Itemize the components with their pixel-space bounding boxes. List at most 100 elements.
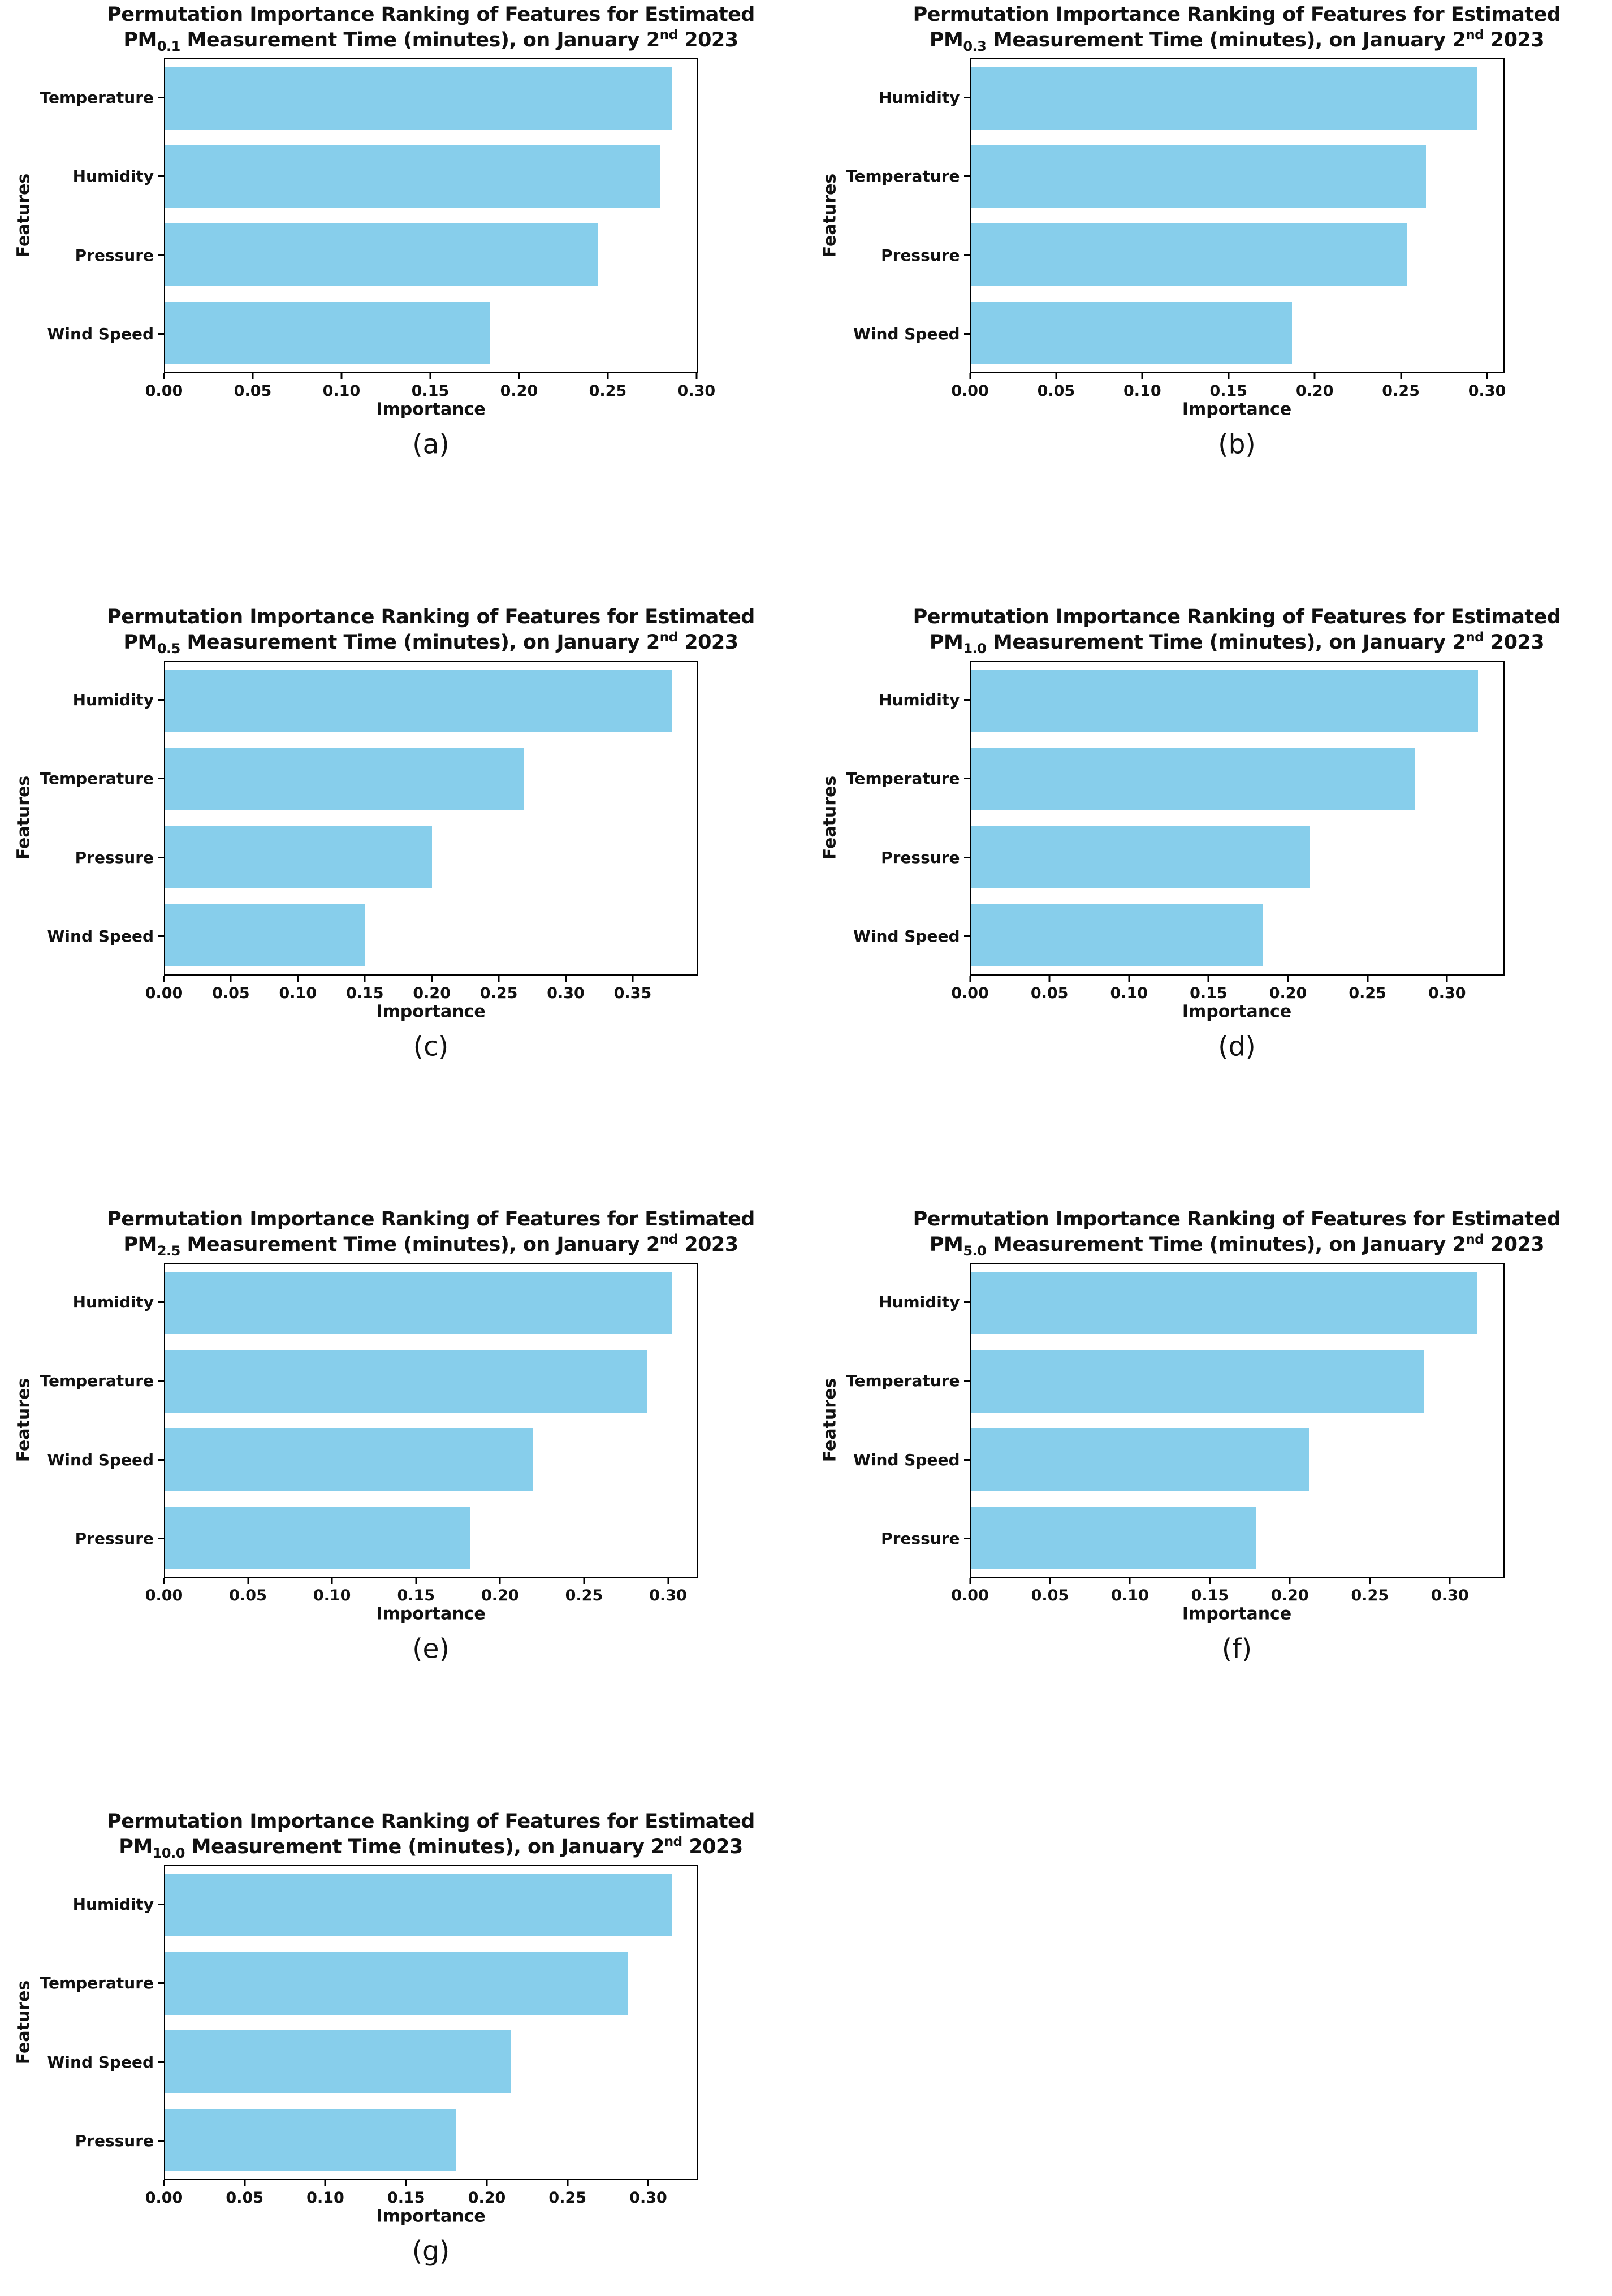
x-tick-mark <box>667 1578 669 1584</box>
y-tick-label: Wind Speed <box>47 2052 154 2071</box>
bar-band <box>165 1944 697 2022</box>
bar-band <box>971 1342 1503 1420</box>
importance-bar <box>971 145 1426 208</box>
x-tick-mark <box>486 2180 488 2186</box>
x-tick-mark <box>247 1578 249 1584</box>
importance-bar <box>165 904 365 967</box>
x-tick-mark <box>1129 1578 1131 1584</box>
x-tick-label: 0.30 <box>1468 382 1506 400</box>
chart-panel: Permutation Importance Ranking of Featur… <box>806 1205 1612 1807</box>
plot-area <box>970 661 1505 976</box>
y-tick-mark <box>158 175 164 178</box>
x-tick-mark <box>415 1578 417 1584</box>
subplot-caption: (f) <box>1221 1633 1252 1665</box>
y-tick-row: Pressure <box>806 1499 970 1578</box>
pm-subscript: 10.0 <box>152 1845 185 1861</box>
title-year: 2023 <box>1484 1233 1545 1256</box>
y-tick-mark <box>963 1301 970 1304</box>
x-tick-label: 0.15 <box>411 382 450 400</box>
x-tick-label: 0.10 <box>1123 382 1161 400</box>
y-tick-label: Humidity <box>72 167 154 186</box>
importance-bar <box>165 1350 647 1413</box>
y-tick-label: Humidity <box>879 1293 960 1312</box>
plot-area <box>164 1263 698 1578</box>
bar-band <box>165 137 697 215</box>
bar-band <box>165 662 697 740</box>
y-tick-label: Temperature <box>846 769 960 788</box>
x-tick-label: 0.10 <box>1111 1587 1149 1604</box>
chart-panel: Permutation Importance Ranking of Featur… <box>0 602 806 1205</box>
x-tick-mark <box>632 976 634 982</box>
bar-band <box>971 896 1503 974</box>
chart-title: Permutation Importance Ranking of Featur… <box>107 1207 755 1258</box>
importance-bar <box>165 1506 470 1569</box>
x-tick-label: 0.15 <box>387 2189 425 2207</box>
y-tick-row: Humidity <box>0 137 164 215</box>
title-year: 2023 <box>682 1836 743 1858</box>
x-tick-label: 0.15 <box>397 1587 435 1604</box>
title-mid: Measurement Time (minutes), on January 2 <box>986 1233 1466 1256</box>
chart-panel: Permutation Importance Ranking of Featur… <box>0 1807 806 2296</box>
y-tick-mark <box>158 935 164 937</box>
chart-title-line1: Permutation Importance Ranking of Featur… <box>107 1810 755 1833</box>
x-tick-mark <box>163 1578 165 1584</box>
y-tick-label: Temperature <box>40 769 154 788</box>
x-axis-label: Importance <box>1182 399 1292 420</box>
importance-bar <box>971 748 1415 810</box>
bar-band <box>165 1866 697 1944</box>
y-tick-mark <box>158 1301 164 1304</box>
chart-title: Permutation Importance Ranking of Featur… <box>107 1809 755 1860</box>
x-tick-label: 0.25 <box>1351 1587 1389 1604</box>
x-tick-label: 0.20 <box>1269 985 1307 1002</box>
bar-band <box>971 740 1503 818</box>
x-tick-mark <box>1209 1578 1211 1584</box>
importance-bar <box>165 1952 628 2015</box>
title-mid: Measurement Time (minutes), on January 2 <box>180 1233 660 1256</box>
y-tick-label: Pressure <box>75 1529 154 1548</box>
y-tick-row: Humidity <box>806 661 970 739</box>
x-tick-mark <box>244 2180 246 2186</box>
y-tick-row: Humidity <box>0 1865 164 1944</box>
importance-bar <box>971 669 1478 732</box>
x-tick-label: 0.30 <box>677 382 716 400</box>
y-tick-label: Temperature <box>846 1371 960 1391</box>
y-tick-row: Temperature <box>806 1341 970 1420</box>
chart-panel: Permutation Importance Ranking of Featur… <box>806 602 1612 1205</box>
title-year: 2023 <box>677 29 738 51</box>
y-tick-label: Humidity <box>72 1293 154 1312</box>
importance-bar <box>165 301 491 365</box>
x-tick-label: 0.30 <box>629 2189 667 2207</box>
x-tick-mark <box>1141 373 1143 379</box>
pm-subscript: 0.1 <box>157 38 181 54</box>
bar-band <box>165 1421 697 1499</box>
bar-band <box>971 216 1503 294</box>
x-tick-mark <box>1486 373 1488 379</box>
y-tick-row: Humidity <box>0 661 164 739</box>
x-tick-mark <box>1055 373 1057 379</box>
y-tick-row: Temperature <box>0 739 164 818</box>
subplot-caption: (e) <box>412 1633 450 1665</box>
x-axis-label: Importance <box>376 399 486 420</box>
importance-bar <box>165 748 524 810</box>
x-tick-label: 0.30 <box>1428 985 1466 1002</box>
y-tick-row: Wind Speed <box>0 1421 164 1499</box>
y-tick-label: Temperature <box>40 1371 154 1391</box>
x-tick-mark <box>647 2180 649 2186</box>
y-tick-label: Humidity <box>72 1895 154 1914</box>
bar-band <box>165 1264 697 1342</box>
x-tick-mark <box>431 976 433 982</box>
bar-band <box>165 1499 697 1577</box>
x-tick-label: 0.00 <box>951 985 989 1002</box>
chart-title-line1: Permutation Importance Ranking of Featur… <box>913 606 1561 628</box>
y-tick-mark <box>963 1537 970 1539</box>
y-ticks: Humidity Temperature Wind Speed Pressure <box>0 1865 164 2180</box>
pm-subscript: 0.5 <box>157 641 181 657</box>
plot-area <box>970 1263 1505 1578</box>
x-tick-mark <box>1367 976 1369 982</box>
x-tick-mark <box>163 373 165 379</box>
x-tick-label: 0.25 <box>1349 985 1386 1002</box>
title-ordinal: nd <box>1466 1232 1484 1247</box>
x-tick-label: 0.25 <box>1382 382 1420 400</box>
pm-label: PM <box>123 1233 157 1256</box>
y-tick-row: Wind Speed <box>806 897 970 976</box>
